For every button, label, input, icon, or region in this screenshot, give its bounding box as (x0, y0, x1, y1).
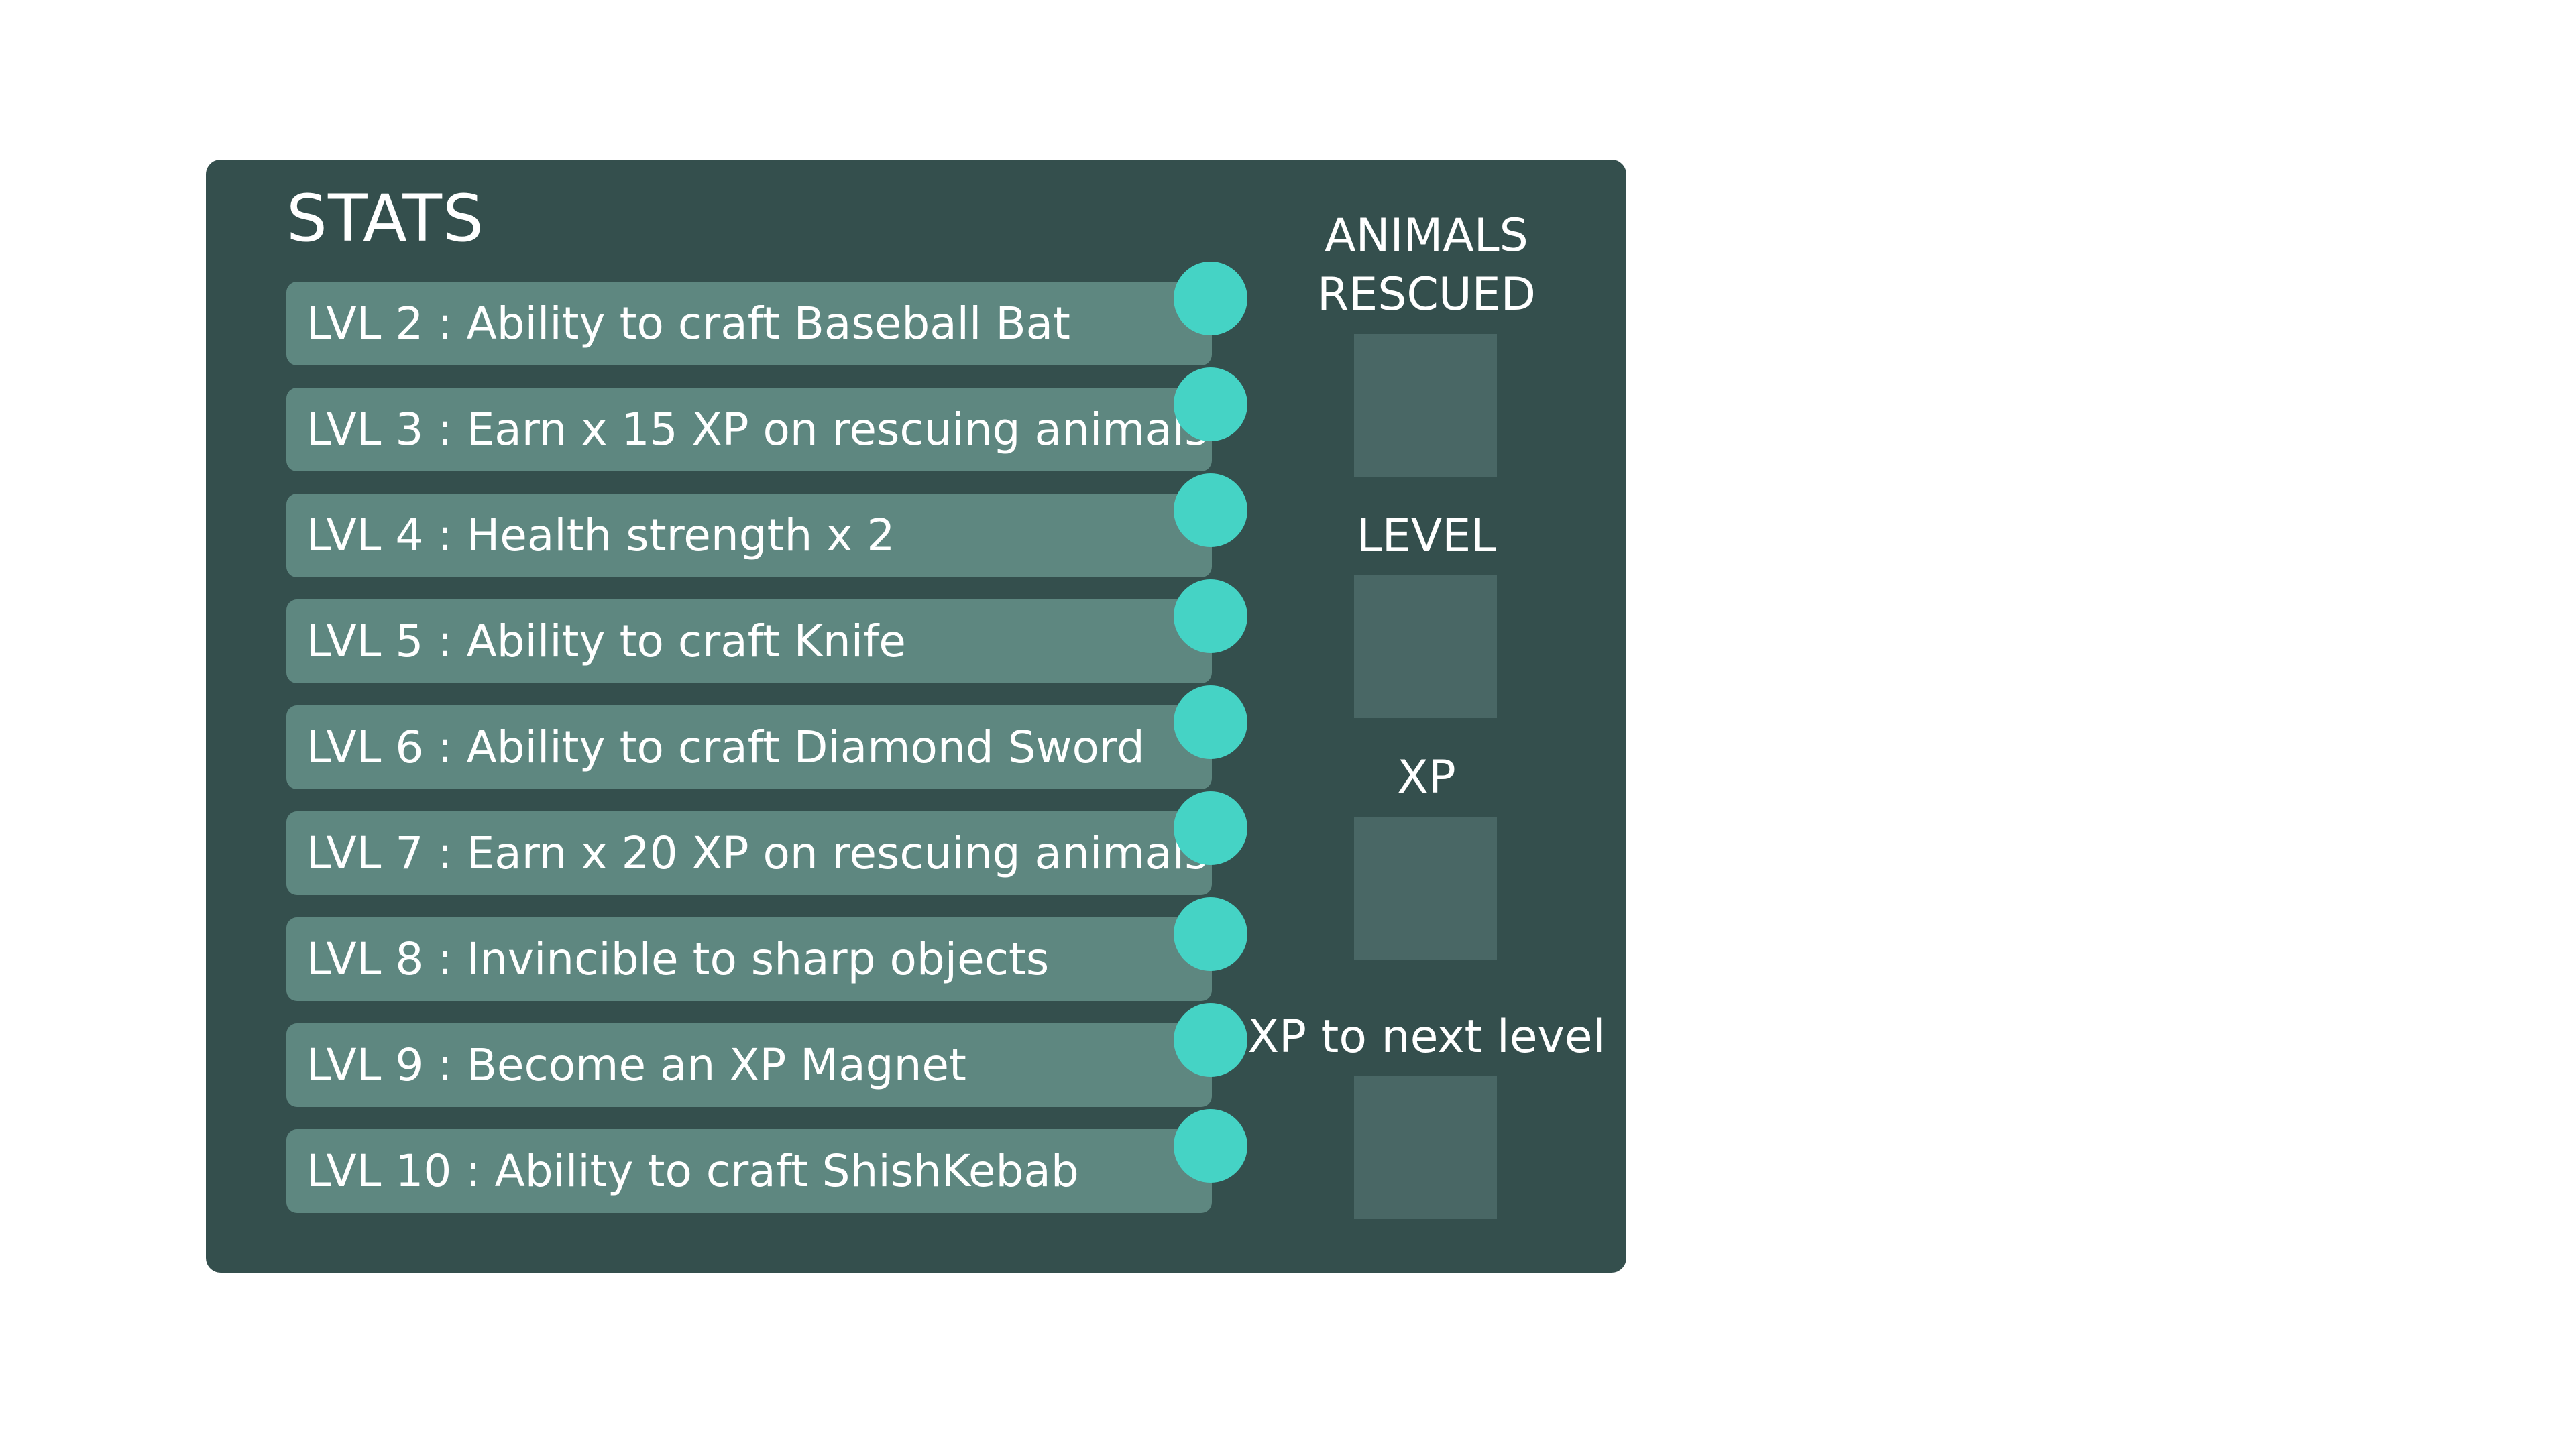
level-row-6: LVL 6 : Ability to craft Diamond Sword (286, 685, 1247, 789)
level-row-bar (286, 494, 1212, 577)
level-row-bar (286, 1129, 1212, 1213)
level-value-box (1354, 575, 1497, 718)
level-status-dot-icon (1174, 367, 1247, 441)
level-status-dot-icon (1174, 262, 1247, 335)
level-row-label: LVL 6 : Ability to craft Diamond Sword (306, 721, 1145, 773)
animals-rescued-label-line2: RESCUED (1317, 268, 1536, 321)
level-status-dot-icon (1174, 579, 1247, 653)
level-row-bar (286, 388, 1212, 471)
level-row-bar (286, 282, 1212, 365)
level-row-8: LVL 8 : Invincible to sharp objects (286, 897, 1247, 1001)
xp-label: XP (1397, 751, 1456, 804)
level-row-label: LVL 3 : Earn x 15 XP on rescuing animals (306, 404, 1208, 455)
level-status-dot-icon (1174, 685, 1247, 759)
animals-rescued-value-box (1354, 334, 1497, 477)
level-row-10: LVL 10 : Ability to craft ShishKebab (286, 1109, 1247, 1213)
level-row-bar (286, 917, 1212, 1001)
xp-to-next-level-label: XP to next level (1247, 1010, 1606, 1063)
level-row-label: LVL 5 : Ability to craft Knife (306, 616, 906, 667)
level-row-4: LVL 4 : Health strength x 2 (286, 473, 1247, 577)
level-row-bar (286, 1023, 1212, 1107)
level-row-7: LVL 7 : Earn x 20 XP on rescuing animals (286, 791, 1247, 895)
level-label: LEVEL (1356, 510, 1497, 563)
level-row-label: LVL 9 : Become an XP Magnet (306, 1039, 966, 1091)
level-row-2: LVL 2 : Ability to craft Baseball Bat (286, 262, 1247, 365)
level-status-dot-icon (1174, 897, 1247, 971)
level-status-dot-icon (1174, 473, 1247, 547)
level-status-dot-icon (1174, 1109, 1247, 1183)
level-row-bar (286, 599, 1212, 683)
level-row-bar (286, 811, 1212, 895)
level-row-label: LVL 2 : Ability to craft Baseball Bat (306, 298, 1070, 349)
level-status-dot-icon (1174, 1003, 1247, 1077)
level-row-bar (286, 705, 1212, 789)
stats-panel: STATS LVL 2 : Ability to craft Baseball … (206, 160, 1626, 1273)
level-row-label: LVL 10 : Ability to craft ShishKebab (306, 1145, 1079, 1197)
level-row-3: LVL 3 : Earn x 15 XP on rescuing animals (286, 367, 1247, 471)
level-row-label: LVL 8 : Invincible to sharp objects (306, 933, 1050, 985)
level-row-5: LVL 5 : Ability to craft Knife (286, 579, 1247, 683)
level-rewards-list: LVL 2 : Ability to craft Baseball Bat LV… (286, 262, 1247, 1235)
xp-to-next-level-value-box (1354, 1076, 1497, 1219)
xp-value-box (1354, 817, 1497, 960)
stats-title: STATS (286, 181, 484, 256)
level-row-label: LVL 7 : Earn x 20 XP on rescuing animals (306, 827, 1208, 879)
animals-rescued-label-line1: ANIMALS (1325, 209, 1528, 262)
level-status-dot-icon (1174, 791, 1247, 865)
level-row-label: LVL 4 : Health strength x 2 (306, 510, 895, 561)
level-row-9: LVL 9 : Become an XP Magnet (286, 1003, 1247, 1107)
animals-rescued-label: ANIMALS RESCUED (1212, 207, 1641, 325)
